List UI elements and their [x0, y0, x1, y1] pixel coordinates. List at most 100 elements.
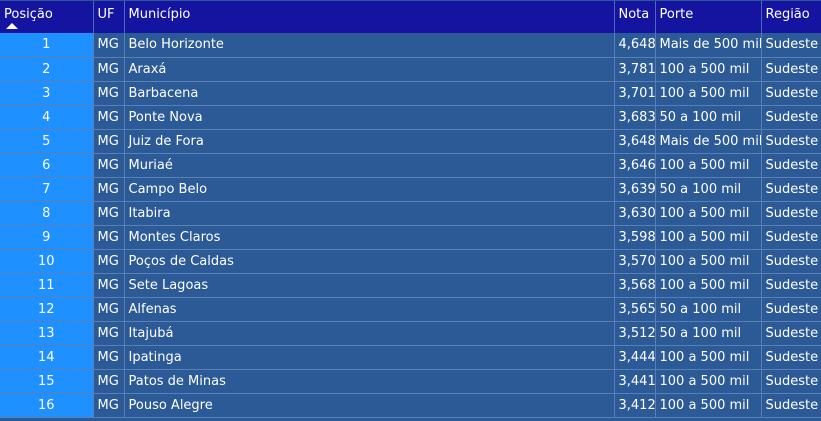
cell-municipio: Poços de Caldas [124, 249, 615, 274]
cell-uf: MG [93, 225, 125, 250]
cell-posicao: 15 [0, 369, 94, 394]
column-header-uf[interactable]: UF [93, 1, 125, 33]
cell-porte: 50 a 100 mil [655, 297, 762, 322]
cell-regiao: Sudeste [761, 153, 821, 178]
cell-municipio: Ponte Nova [124, 105, 615, 130]
cell-nota: 3,512 [614, 321, 656, 346]
cell-porte: Mais de 500 mil [655, 33, 762, 58]
cell-nota: 3,444 [614, 345, 656, 370]
column-header-regiao[interactable]: Região [761, 1, 821, 33]
table-row[interactable]: 3 MG Barbacena 3,701 100 a 500 mil Sudeste [0, 81, 821, 106]
table-row[interactable]: 8 MG Itabira 3,630 100 a 500 mil Sudeste [0, 201, 821, 226]
table-row[interactable]: 5 MG Juiz de Fora 3,648 Mais de 500 mil Sudes… [0, 129, 821, 154]
cell-nota: 3,683 [614, 105, 656, 130]
cell-nota: 3,639 [614, 177, 656, 202]
table-row[interactable]: 13 MG Itajubá 3,512 50 a 100 mil Sudeste [0, 321, 821, 346]
cell-nota: 3,648 [614, 129, 656, 154]
cell-municipio: Barbacena [124, 81, 615, 106]
cell-posicao: 13 [0, 321, 94, 346]
cell-porte: 100 a 500 mil [655, 249, 762, 274]
cell-municipio: Araxá [124, 57, 615, 82]
cell-uf: MG [93, 297, 125, 322]
table-row[interactable]: 2 MG Araxá 3,781 100 a 500 mil Sudeste [0, 57, 821, 82]
cell-regiao: Sudeste [761, 57, 821, 82]
column-header-posicao[interactable]: Posição [0, 1, 94, 33]
cell-nota: 3,441 [614, 369, 656, 394]
cell-municipio: Juiz de Fora [124, 129, 615, 154]
table-row[interactable]: 16 MG Pouso Alegre 3,412 100 a 500 mil Sudest… [0, 393, 821, 418]
table-row[interactable]: 12 MG Alfenas 3,565 50 a 100 mil Sudeste [0, 297, 821, 322]
cell-nota: 3,565 [614, 297, 656, 322]
cell-municipio: Pouso Alegre [124, 393, 615, 418]
cell-municipio: Belo Horizonte [124, 33, 615, 58]
cell-porte: 50 a 100 mil [655, 321, 762, 346]
cell-porte: 50 a 100 mil [655, 177, 762, 202]
cell-porte: 100 a 500 mil [655, 81, 762, 106]
cell-posicao: 3 [0, 81, 94, 106]
table-row[interactable]: 1 MG Belo Horizonte 4,648 Mais de 500 mil Sud… [0, 33, 821, 58]
cell-uf: MG [93, 33, 125, 58]
cell-regiao: Sudeste [761, 321, 821, 346]
cell-municipio: Ipatinga [124, 345, 615, 370]
table-row[interactable]: 11 MG Sete Lagoas 3,568 100 a 500 mil Sudeste [0, 273, 821, 298]
table-row[interactable]: 6 MG Muriaé 3,646 100 a 500 mil Sudeste [0, 153, 821, 178]
cell-nota: 4,648 [614, 33, 656, 58]
cell-porte: 100 a 500 mil [655, 57, 762, 82]
cell-regiao: Sudeste [761, 225, 821, 250]
column-header-municipio[interactable]: Município [124, 1, 615, 33]
cell-municipio: Patos de Minas [124, 369, 615, 394]
cell-posicao: 4 [0, 105, 94, 130]
cell-porte: 100 a 500 mil [655, 225, 762, 250]
column-header-porte[interactable]: Porte [655, 1, 762, 33]
cell-posicao: 11 [0, 273, 94, 298]
cell-posicao: 7 [0, 177, 94, 202]
cell-regiao: Sudeste [761, 201, 821, 226]
cell-nota: 3,701 [614, 81, 656, 106]
cell-uf: MG [93, 153, 125, 178]
cell-posicao: 12 [0, 297, 94, 322]
cell-porte: 100 a 500 mil [655, 273, 762, 298]
cell-uf: MG [93, 57, 125, 82]
cell-regiao: Sudeste [761, 393, 821, 418]
table-row[interactable]: 10 MG Poços de Caldas 3,570 100 a 500 mil Sud… [0, 249, 821, 274]
table-row[interactable]: 14 MG Ipatinga 3,444 100 a 500 mil Sudeste [0, 345, 821, 370]
cell-posicao: 16 [0, 393, 94, 418]
cell-municipio: Montes Claros [124, 225, 615, 250]
cell-posicao: 5 [0, 129, 94, 154]
cell-uf: MG [93, 105, 125, 130]
cell-municipio: Muriaé [124, 153, 615, 178]
column-header-nota[interactable]: Nota [614, 1, 656, 33]
table-row[interactable]: 7 MG Campo Belo 3,639 50 a 100 mil Sudeste [0, 177, 821, 202]
table-row[interactable]: 15 MG Patos de Minas 3,441 100 a 500 mil Sude… [0, 369, 821, 394]
header-label: Posição [4, 7, 53, 22]
cell-regiao: Sudeste [761, 273, 821, 298]
table-row[interactable]: 4 MG Ponte Nova 3,683 50 a 100 mil Sudeste [0, 105, 821, 130]
sort-up-icon [6, 23, 18, 29]
cell-regiao: Sudeste [761, 297, 821, 322]
cell-nota: 3,568 [614, 273, 656, 298]
cell-posicao: 6 [0, 153, 94, 178]
cell-nota: 3,646 [614, 153, 656, 178]
cell-posicao: 9 [0, 225, 94, 250]
table-row[interactable]: 9 MG Montes Claros 3,598 100 a 500 mil Sudest… [0, 225, 821, 250]
cell-regiao: Sudeste [761, 249, 821, 274]
cell-nota: 3,598 [614, 225, 656, 250]
cell-municipio: Itajubá [124, 321, 615, 346]
cell-regiao: Sudeste [761, 81, 821, 106]
cell-nota: 3,630 [614, 201, 656, 226]
cell-porte: 100 a 500 mil [655, 393, 762, 418]
cell-posicao: 14 [0, 345, 94, 370]
cell-uf: MG [93, 273, 125, 298]
cell-porte: Mais de 500 mil [655, 129, 762, 154]
cell-uf: MG [93, 201, 125, 226]
cell-uf: MG [93, 177, 125, 202]
cell-uf: MG [93, 321, 125, 346]
cell-porte: 100 a 500 mil [655, 369, 762, 394]
cell-nota: 3,412 [614, 393, 656, 418]
cell-posicao: 10 [0, 249, 94, 274]
cell-uf: MG [93, 249, 125, 274]
cell-uf: MG [93, 369, 125, 394]
cell-porte: 100 a 500 mil [655, 345, 762, 370]
cell-regiao: Sudeste [761, 369, 821, 394]
